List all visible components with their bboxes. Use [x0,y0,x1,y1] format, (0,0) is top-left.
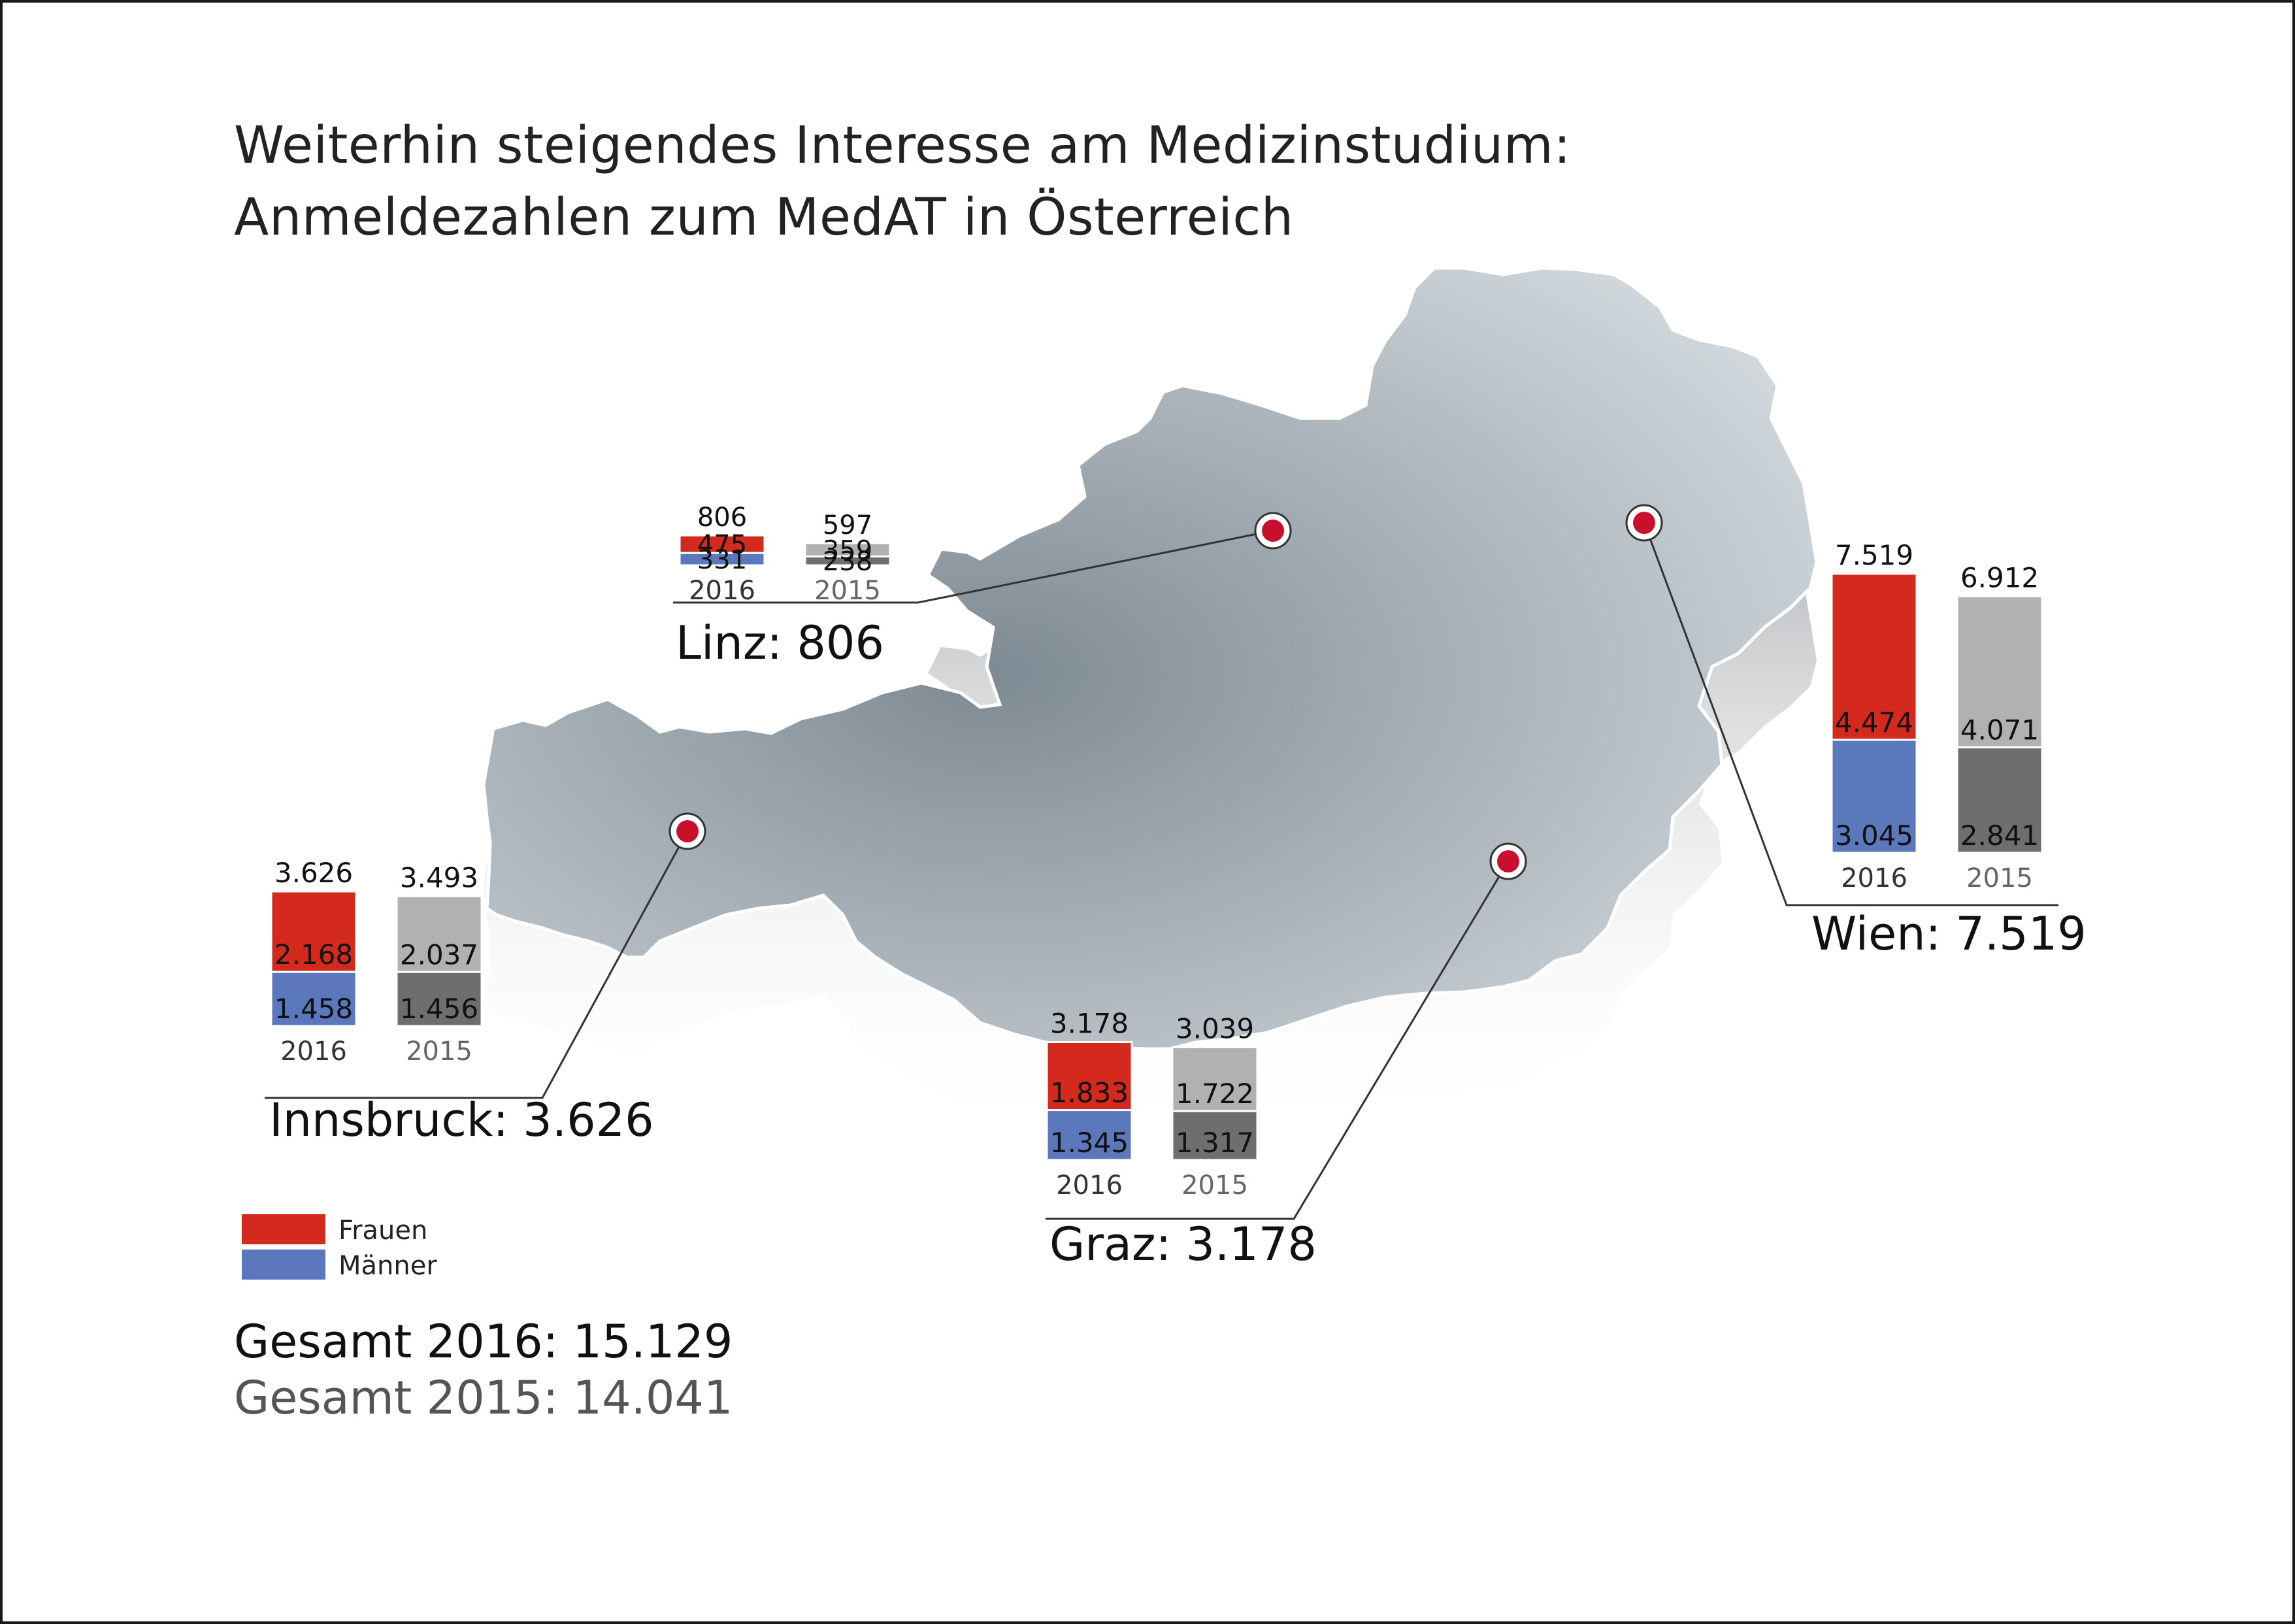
frauen-label-wien-2015: 4.071 [1960,714,2039,746]
bar-frauen-graz-2016 [1046,1040,1133,1112]
bar-group-graz: 3.178 1.833 1.345 2016 3.039 1.722 1.317 2015 [1046,1007,1259,1201]
city-label-wien: Wien: 7.519 [1811,907,2087,961]
marker-dot-graz [1497,850,1519,872]
maenner-label-wien-2015: 2.841 [1960,820,2039,852]
connector-graz [1046,861,1510,1220]
maenner-label-innsbruck-2016: 1.458 [274,993,353,1025]
maenner-label-linz-2016: 331 [697,545,747,575]
year-label-linz-2016: 2016 [689,576,755,606]
total-label-innsbruck-2015: 3.493 [400,862,478,894]
year-label-graz-2016: 2016 [1056,1170,1123,1201]
map-shape [482,266,1819,1051]
total-label-wien-2016: 7.519 [1835,539,1913,571]
frauen-label-linz-2015: 359 [823,536,872,566]
year-label-linz-2015: 2015 [814,576,881,606]
total-label-graz-2016: 3.178 [1050,1007,1129,1039]
total-label-linz-2016: 806 [697,503,747,533]
year-label-graz-2015: 2015 [1181,1170,1248,1201]
year-label-wien-2015: 2015 [1966,863,2033,893]
chart-title-line1: Weiterhin steigendes Interesse am Medizi… [234,116,1572,175]
marker-dot-innsbruck [676,820,699,842]
austria-map [482,266,1819,1147]
connector-linz [673,529,1274,604]
frauen-label-innsbruck-2015: 2.037 [400,938,478,970]
total-label-graz-2015: 3.039 [1176,1012,1254,1044]
maenner-label-graz-2016: 1.345 [1050,1127,1129,1159]
bar-maenner-wien-2016 [1830,738,1918,854]
legend-label-frauen: Frauen [338,1216,428,1246]
maenner-label-graz-2015: 1.317 [1176,1127,1254,1159]
frauen-label-linz-2016: 475 [697,530,747,560]
bar-maenner-linz-2015 [804,555,891,567]
bar-maenner-graz-2015 [1171,1110,1259,1161]
city-label-graz: Graz: 3.178 [1049,1218,1317,1271]
year-label-wien-2016: 2016 [1841,863,1907,893]
bar-maenner-wien-2015 [1956,746,2043,854]
marker-dot-linz [1262,520,1284,542]
chart-title-line2: Anmeldezahlen zum MedAT in Österreich [234,188,1294,247]
city-label-linz: Linz: 806 [676,616,884,670]
total-label-linz-2015: 597 [823,510,872,540]
bar-frauen-innsbruck-2015 [395,895,483,973]
connector-innsbruck [265,831,689,1099]
frauen-label-innsbruck-2016: 2.168 [274,938,353,970]
total-2015: Gesamt 2015: 14.041 [234,1371,733,1425]
bar-group-wien: 7.519 4.474 3.045 2016 6.912 4.071 2.841 2015 [1830,539,2043,893]
frauen-label-graz-2016: 1.833 [1050,1077,1129,1109]
bar-maenner-innsbruck-2015 [395,970,483,1027]
city-label-innsbruck: Innsbruck: 3.626 [269,1093,654,1147]
total-2016: Gesamt 2016: 15.129 [234,1315,733,1368]
bar-group-innsbruck: 3.626 2.168 1.458 2016 3.493 2.037 1.456 2015 [270,857,483,1067]
total-label-innsbruck-2016: 3.626 [274,857,353,889]
legend-swatch-maenner [242,1250,325,1280]
legend-swatch-frauen [242,1214,325,1244]
maenner-label-wien-2016: 3.045 [1835,820,1913,852]
bar-maenner-innsbruck-2016 [270,970,357,1027]
year-label-innsbruck-2016: 2016 [280,1036,347,1067]
connector-wien [1643,522,2058,906]
bar-frauen-wien-2016 [1830,572,1918,741]
frauen-label-wien-2016: 4.474 [1835,706,1913,738]
total-label-wien-2015: 6.912 [1960,561,2039,593]
city-markers: Innsbruck: 3.626 Linz: 806 Graz: 3.178 Wien… [269,504,2087,1271]
bar-maenner-linz-2016 [678,552,766,567]
marker-dot-wien [1633,512,1655,534]
legend-label-maenner: Männer [338,1251,437,1281]
maenner-label-innsbruck-2015: 1.456 [400,993,478,1025]
connector-lines [265,522,2058,1220]
frauen-label-graz-2015: 1.722 [1176,1078,1254,1110]
bar-groups: 3.6262.1681.45820163.4932.0371.456201580… [270,503,2043,1201]
maenner-label-linz-2015: 238 [823,547,872,577]
year-label-innsbruck-2015: 2015 [406,1036,472,1067]
bar-maenner-graz-2016 [1046,1109,1133,1161]
